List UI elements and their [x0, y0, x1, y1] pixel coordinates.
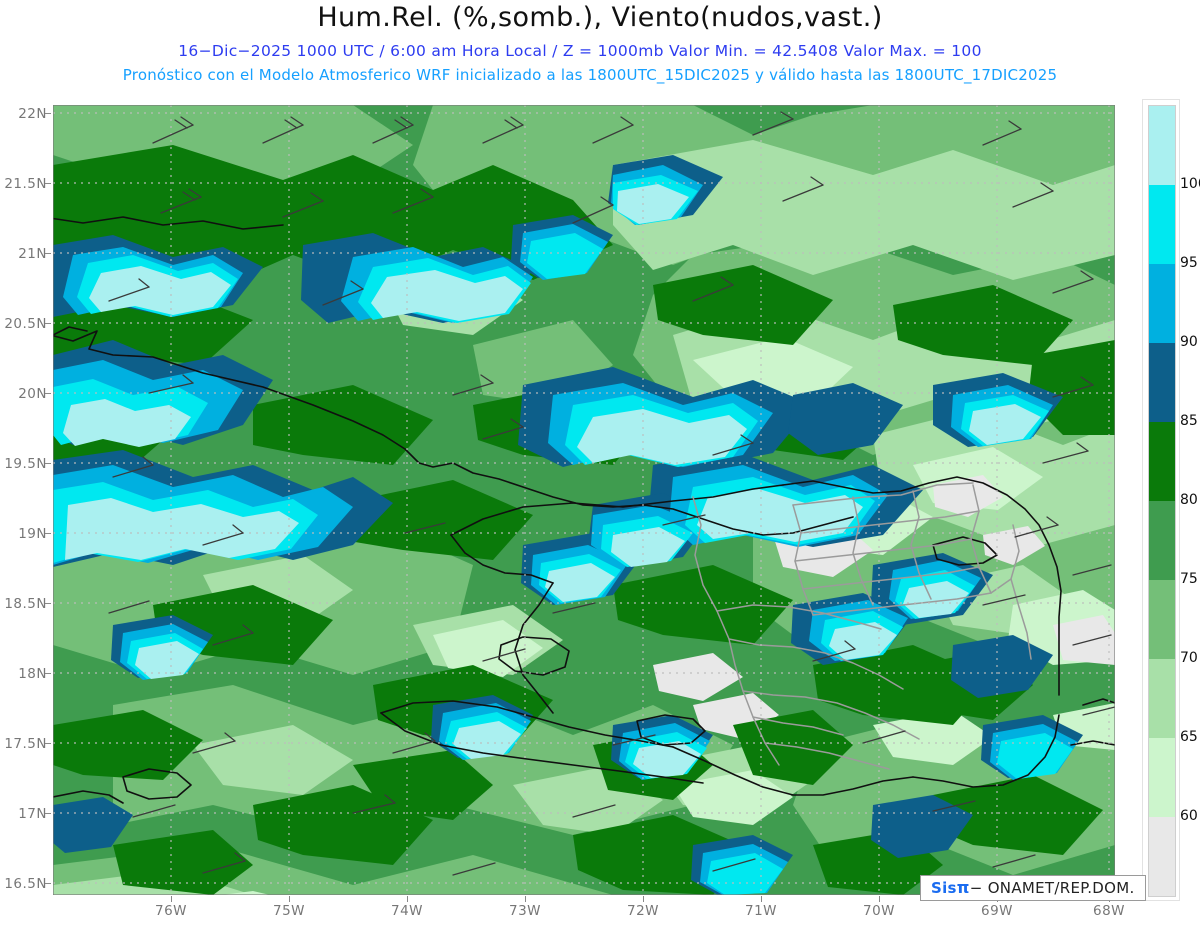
colorbar-band-95-100 — [1149, 185, 1175, 264]
watermark-pi-icon: π — [956, 878, 970, 897]
colorbar-band-below60 — [1149, 817, 1175, 896]
lat-tick — [45, 813, 51, 814]
humidity-colorbar[interactable] — [1148, 105, 1176, 897]
lon-label-68w: 68W — [1092, 903, 1126, 919]
colorbar-label-100: 100 — [1180, 176, 1200, 192]
lat-label-22n: 22N — [18, 106, 47, 122]
watermark-brand: Sis — [931, 879, 957, 897]
colorbar-label-60: 60 — [1180, 808, 1198, 824]
coastline-layer — [53, 216, 1115, 804]
wind-barb-layer — [108, 111, 1115, 876]
lon-tick — [407, 896, 408, 902]
colorbar-label-90: 90 — [1180, 334, 1198, 350]
colorbar-label-80: 80 — [1180, 492, 1198, 508]
colorbar-band-100plus — [1149, 106, 1175, 185]
lon-label-69w: 69W — [980, 903, 1014, 919]
lat-tick — [45, 113, 51, 114]
lat-label-18-5n: 18.5N — [4, 596, 47, 612]
lon-label-70w: 70W — [862, 903, 896, 919]
lat-tick — [45, 323, 51, 324]
colorbar-label-65: 65 — [1180, 729, 1198, 745]
lat-tick — [45, 463, 51, 464]
colorbar-label-70: 70 — [1180, 650, 1198, 666]
lat-tick — [45, 743, 51, 744]
lat-label-18n: 18N — [18, 666, 47, 682]
lat-label-20n: 20N — [18, 386, 47, 402]
lat-tick — [45, 673, 51, 674]
province-borders-layer — [692, 482, 1032, 770]
humidity-shading-layer — [53, 105, 1115, 895]
lon-tick — [289, 896, 290, 902]
lat-label-17n: 17N — [18, 806, 47, 822]
colorbar-label-75: 75 — [1180, 571, 1198, 587]
lat-label-17-5n: 17.5N — [4, 736, 47, 752]
lat-tick — [45, 393, 51, 394]
lon-tick — [525, 896, 526, 902]
lat-tick — [45, 253, 51, 254]
colorbar-band-80-85 — [1149, 422, 1175, 501]
watermark-agency: ONAMET/REP.DOM. — [987, 879, 1135, 897]
colorbar-label-95: 95 — [1180, 255, 1198, 271]
lon-label-72w: 72W — [626, 903, 660, 919]
lon-label-73w: 73W — [508, 903, 542, 919]
colorbar-band-60-65 — [1149, 738, 1175, 817]
lon-tick — [879, 896, 880, 902]
colorbar-band-85-90 — [1149, 343, 1175, 422]
lat-tick — [45, 603, 51, 604]
lat-label-20-5n: 20.5N — [4, 316, 47, 332]
lat-label-16-5n: 16.5N — [4, 876, 47, 892]
map-canvas — [53, 105, 1115, 895]
colorbar-band-65-70 — [1149, 659, 1175, 738]
lat-label-19n: 19N — [18, 526, 47, 542]
lat-label-21n: 21N — [18, 246, 47, 262]
humidity-wind-map[interactable] — [53, 105, 1115, 895]
colorbar-band-70-75 — [1149, 580, 1175, 659]
lon-label-74w: 74W — [390, 903, 424, 919]
agency-watermark: Sisπ− ONAMET/REP.DOM. — [920, 875, 1146, 901]
lat-tick — [45, 183, 51, 184]
page-title: Hum.Rel. (%,somb.), Viento(nudos,vast.) — [317, 2, 883, 33]
lon-tick — [761, 896, 762, 902]
colorbar-label-85: 85 — [1180, 413, 1198, 429]
lat-tick — [45, 883, 51, 884]
forecast-subtitle-secondary: Pronóstico con el Modelo Atmosferico WRF… — [122, 66, 1058, 84]
lon-label-76w: 76W — [154, 903, 188, 919]
colorbar-band-75-80 — [1149, 501, 1175, 580]
lon-label-75w: 75W — [272, 903, 306, 919]
lat-label-19-5n: 19.5N — [4, 456, 47, 472]
forecast-subtitle-primary: 16−Dic−2025 1000 UTC / 6:00 am Hora Loca… — [178, 42, 982, 60]
lon-tick — [171, 896, 172, 902]
lon-tick — [643, 896, 644, 902]
lat-label-21-5n: 21.5N — [4, 176, 47, 192]
watermark-separator: − — [969, 879, 983, 897]
lat-tick — [45, 533, 51, 534]
colorbar-band-90-95 — [1149, 264, 1175, 343]
lon-label-71w: 71W — [744, 903, 778, 919]
